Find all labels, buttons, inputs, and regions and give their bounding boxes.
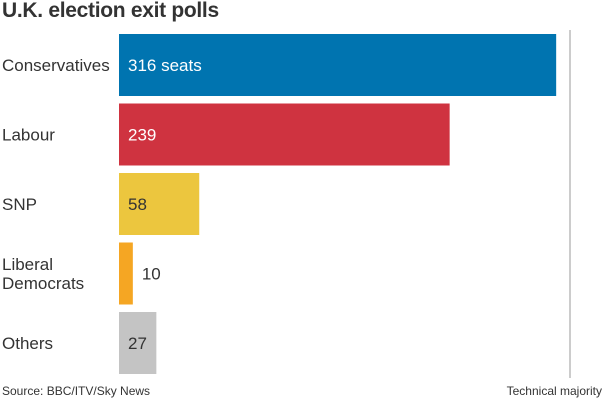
source-note: Source: BBC/ITV/Sky News	[2, 384, 151, 398]
bar-4	[119, 312, 157, 374]
category-label: Democrats	[2, 274, 84, 293]
value-label: 58	[128, 195, 147, 214]
bar-0	[119, 34, 557, 96]
category-label: Conservatives	[2, 56, 110, 75]
value-label: 10	[142, 265, 161, 284]
value-label: 239	[128, 126, 156, 145]
majority-line-label: Technical majority	[506, 384, 602, 398]
category-label: Liberal	[2, 255, 53, 274]
chart-title: U.K. election exit polls	[2, 0, 219, 22]
bar-2	[119, 173, 200, 235]
category-label: Labour	[2, 126, 55, 145]
category-label: SNP	[2, 195, 37, 214]
bar-1	[119, 103, 450, 166]
value-label: 27	[128, 334, 147, 353]
bar-3	[119, 242, 133, 305]
value-label: 316 seats	[128, 56, 202, 75]
category-label: Others	[2, 334, 53, 353]
